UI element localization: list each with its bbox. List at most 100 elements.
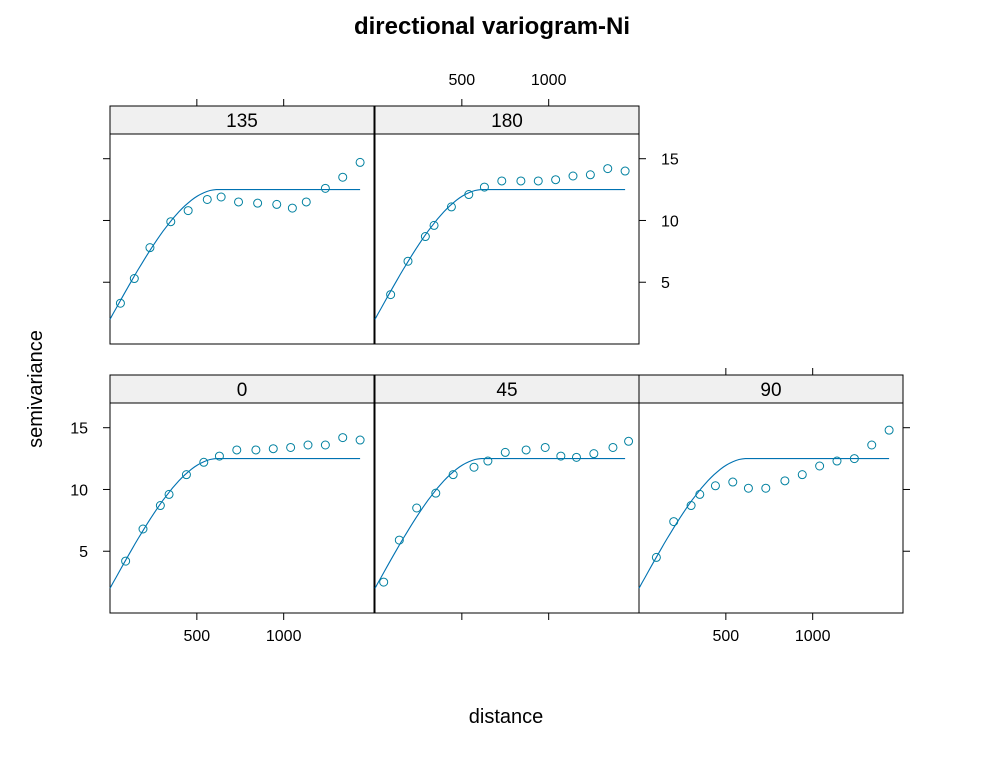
data-point-180-14 — [620, 166, 630, 176]
strip-label-90: 90 — [760, 380, 781, 401]
data-point-0-7 — [232, 445, 242, 455]
panel-frame-135 — [109, 133, 375, 345]
data-point-45-14 — [624, 436, 634, 446]
panel-90: 90 500 1000 — [638, 368, 910, 645]
data-point-45-12 — [589, 449, 599, 459]
panel-frame-90 — [638, 402, 904, 614]
data-point-90-13 — [867, 440, 877, 450]
x-tick-label-0-1: 1000 — [266, 628, 302, 645]
data-point-45-13 — [608, 442, 618, 452]
y-tick-label-0-1: 10 — [70, 482, 88, 499]
x-tick-label-90-0: 500 — [712, 628, 739, 645]
data-point-45-1 — [394, 535, 404, 545]
data-point-90-6 — [743, 483, 753, 493]
x-axis-title: distance — [469, 706, 544, 728]
y-tick-label-right-180-1: 10 — [661, 213, 679, 230]
data-point-0-6 — [214, 451, 224, 461]
data-point-135-5 — [202, 194, 212, 204]
data-point-135-2 — [145, 243, 155, 253]
data-point-0-14 — [355, 435, 365, 445]
data-point-0-0 — [121, 556, 131, 566]
y-tick-label-0-0: 5 — [79, 544, 88, 561]
panel-180: 180 500 1000 5 10 15 — [374, 72, 679, 345]
panel-45: 45 — [374, 374, 640, 620]
data-point-90-3 — [695, 489, 705, 499]
data-point-0-3 — [164, 489, 174, 499]
strip-label-180: 180 — [491, 111, 523, 132]
data-point-90-5 — [728, 477, 738, 487]
data-point-90-11 — [832, 456, 842, 466]
data-point-0-1 — [138, 524, 148, 534]
data-point-45-11 — [571, 452, 581, 462]
data-point-0-13 — [338, 433, 348, 443]
data-point-0-5 — [199, 457, 209, 467]
data-point-180-6 — [479, 182, 489, 192]
fit-line-135 — [109, 189, 361, 320]
data-point-90-8 — [780, 476, 790, 486]
data-point-180-10 — [551, 175, 561, 185]
panel-frame-45 — [374, 402, 640, 614]
data-point-180-9 — [533, 176, 543, 186]
data-point-135-7 — [234, 197, 244, 207]
data-point-0-12 — [320, 440, 330, 450]
data-point-0-2 — [155, 501, 165, 511]
data-point-180-8 — [516, 176, 526, 186]
strip-label-0: 0 — [237, 380, 248, 401]
data-point-180-1 — [403, 256, 413, 266]
data-point-135-9 — [272, 199, 282, 209]
data-point-135-14 — [355, 157, 365, 167]
data-point-45-8 — [521, 445, 531, 455]
strip-90 — [638, 374, 904, 404]
data-point-180-0 — [386, 290, 396, 300]
strip-135 — [109, 105, 375, 135]
data-point-0-10 — [286, 442, 296, 452]
panel-frame-180 — [374, 133, 640, 345]
y-tick-label-right-180-0: 5 — [661, 275, 670, 292]
data-point-90-9 — [797, 470, 807, 480]
fit-line-90 — [638, 458, 890, 589]
data-point-135-6 — [216, 192, 226, 202]
x-tick-label-top-180-1: 1000 — [531, 72, 567, 89]
data-point-180-4 — [446, 202, 456, 212]
data-point-180-5 — [464, 190, 474, 200]
data-point-135-1 — [129, 274, 139, 284]
data-point-90-2 — [686, 501, 696, 511]
data-point-90-14 — [884, 425, 894, 435]
fit-line-0 — [109, 458, 361, 589]
panel-frame-0 — [109, 402, 375, 614]
panel-0: 0 500 1000 5 10 15 — [70, 374, 375, 645]
strip-0 — [109, 374, 375, 404]
data-point-90-7 — [761, 483, 771, 493]
data-point-135-4 — [183, 206, 193, 216]
data-point-45-6 — [483, 456, 493, 466]
data-point-45-5 — [469, 462, 479, 472]
y-tick-label-right-180-2: 15 — [661, 152, 679, 169]
data-point-0-4 — [181, 470, 191, 480]
y-tick-label-0-2: 15 — [70, 421, 88, 438]
data-point-135-3 — [166, 217, 176, 227]
data-point-45-0 — [379, 577, 389, 587]
panels-group: 0 500 1000 5 10 15 45 90 500 1000 135 180 500 1000 5 10… — [70, 72, 910, 645]
data-point-45-3 — [431, 488, 441, 498]
strip-label-45: 45 — [496, 380, 517, 401]
data-point-45-9 — [540, 442, 550, 452]
data-point-135-10 — [287, 203, 297, 213]
data-point-180-7 — [497, 176, 507, 186]
strip-label-135: 135 — [226, 111, 258, 132]
chart-title: directional variogram-Ni — [354, 13, 630, 40]
y-axis-title: semivariance — [25, 330, 47, 448]
x-tick-label-90-1: 1000 — [795, 628, 831, 645]
data-point-90-4 — [710, 481, 720, 491]
data-point-45-7 — [500, 447, 510, 457]
data-point-45-2 — [412, 503, 422, 513]
data-point-45-10 — [556, 451, 566, 461]
data-point-180-11 — [568, 171, 578, 181]
data-point-135-0 — [115, 298, 125, 308]
fit-line-45 — [374, 458, 626, 589]
data-point-90-12 — [849, 454, 859, 464]
data-point-90-0 — [651, 552, 661, 562]
data-point-180-13 — [603, 164, 613, 174]
data-point-90-10 — [815, 461, 825, 471]
data-point-0-11 — [303, 440, 313, 450]
